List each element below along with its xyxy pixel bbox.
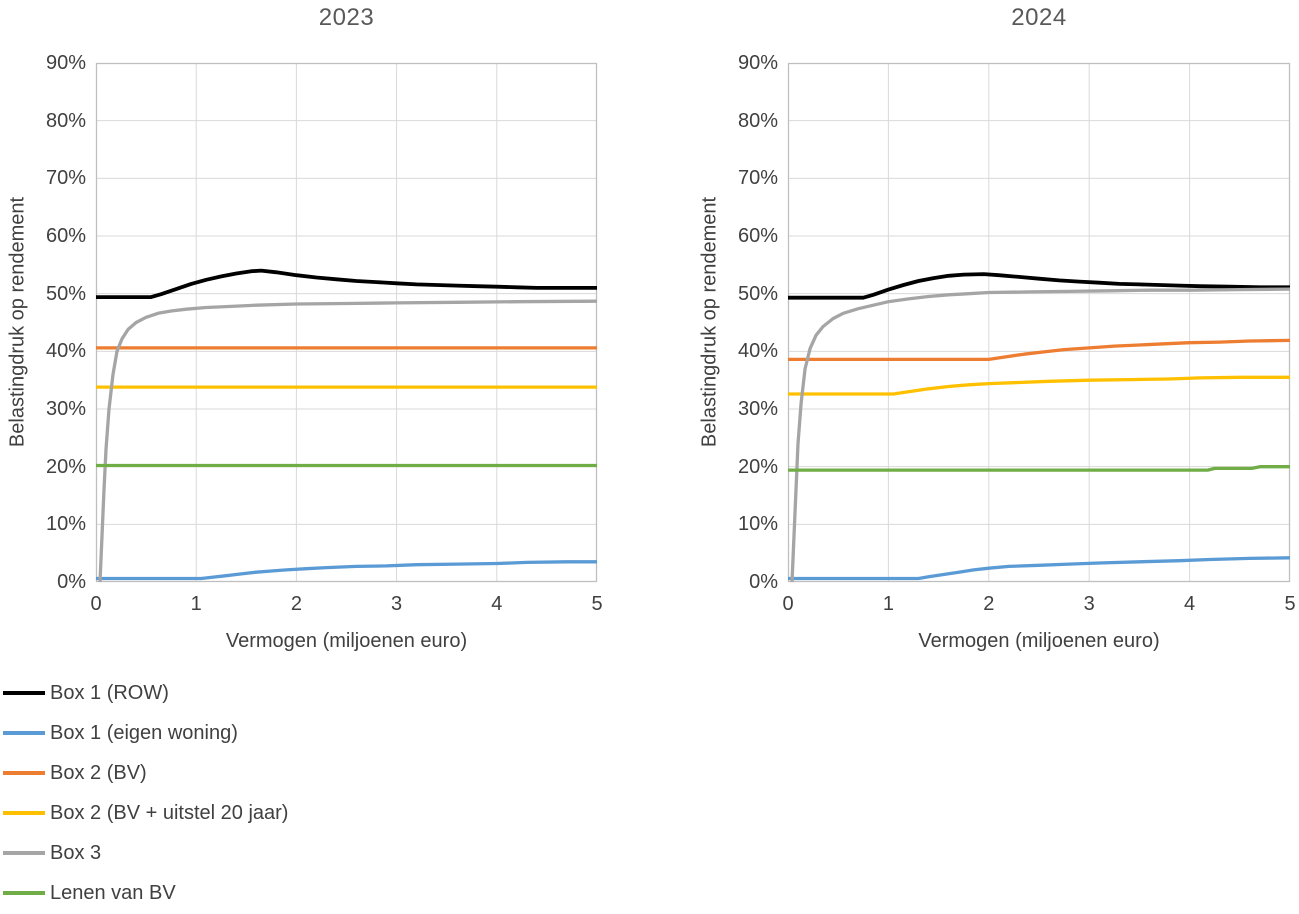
chart-title: 2024 [1011,4,1067,31]
legend-item-box1_row: Box 1 (ROW) [3,680,169,706]
x-tick-label: 4 [491,593,503,615]
y-tick-label: 50% [737,282,778,305]
y-tick-label: 0% [749,571,778,593]
x-tick-label: 3 [1083,593,1095,615]
y-tick-label: 70% [737,167,778,190]
legend-item-box3: Box 3 [3,840,101,866]
legend-swatch-box2_bv_uitstel [3,811,45,815]
y-tick-label: 70% [45,167,86,190]
legend-swatch-box1_eigen_woning [3,731,45,735]
plot-border [95,62,598,583]
series-line-box1_eigen_woning [96,560,597,581]
y-tick-label: 60% [45,225,86,247]
y-tick-label: 50% [45,282,86,305]
legend-label: Box 3 [50,841,102,864]
x-tick-label: 5 [1284,593,1296,615]
plot-area [787,62,1291,583]
legend-swatch-box1_row [3,691,45,695]
plot-area [95,62,598,583]
legend-swatch-box2_bv [3,771,45,775]
legend-item-lenen_van_bv: Lenen van BV [3,880,176,906]
x-tick-label: 0 [782,593,794,615]
legend-swatch-lenen_van_bv [3,891,45,895]
y-tick-label: 40% [45,340,86,363]
x-tick-label: 0 [90,593,102,615]
x-axis-title: Vermogen (miljoenen euro) [225,630,468,652]
y-tick-label: 60% [737,225,778,247]
y-tick-label: 40% [737,340,778,363]
series-line-box1_row [788,272,1290,300]
y-tick-label: 90% [45,52,86,74]
y-tick-label: 10% [45,513,86,536]
series-line-box3 [790,287,1291,583]
y-tick-label: 30% [737,398,778,420]
x-tick-label: 4 [1184,593,1196,615]
x-tick-label: 1 [190,593,202,615]
y-tick-label: 10% [737,513,778,536]
y-tick-label: 0% [57,571,86,593]
y-axis-title: Belastingdruk op rendement [698,196,721,448]
plot-border [787,62,1291,583]
legend-item-box2_bv: Box 2 (BV) [3,760,147,786]
x-tick-label: 2 [983,593,995,615]
series-line-box2_bv_uitstel [788,375,1290,396]
series-line-box2_bv [788,338,1291,362]
x-axis-title: Vermogen (miljoenen euro) [918,630,1160,652]
legend-item-box1_eigen_woning: Box 1 (eigen woning) [3,720,238,746]
series-line-box1_eigen_woning [788,556,1291,581]
y-tick-label: 20% [737,455,778,478]
legend-label: Box 2 (BV + uitstel 20 jaar) [50,801,289,824]
series-line-lenen_van_bv [788,465,1290,472]
y-tick-label: 20% [45,455,86,478]
y-tick-label: 30% [45,398,86,420]
x-tick-label: 2 [290,593,302,615]
legend-label: Lenen van BV [50,881,176,904]
legend-label: Box 2 (BV) [50,761,147,784]
x-tick-label: 1 [882,593,894,615]
y-tick-label: 80% [45,109,86,132]
chart-title: 2023 [318,4,375,31]
series-line-box1_row [96,268,597,300]
legend-label: Box 1 (ROW) [50,681,169,704]
y-tick-label: 80% [737,109,778,132]
x-tick-label: 3 [391,593,403,615]
x-tick-label: 5 [591,593,603,615]
legend-item-box2_bv_uitstel: Box 2 (BV + uitstel 20 jaar) [3,800,288,826]
series-line-box3 [98,299,598,583]
legend-swatch-box3 [3,851,45,855]
legend-label: Box 1 (eigen woning) [50,721,238,744]
y-axis-title: Belastingdruk op rendement [6,196,29,448]
y-tick-label: 90% [737,52,778,74]
